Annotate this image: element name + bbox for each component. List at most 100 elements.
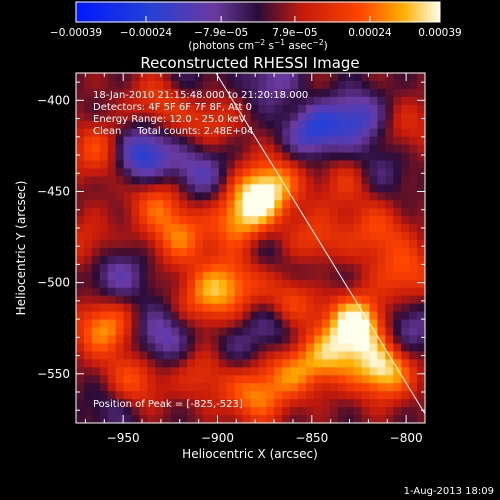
heatmap-cell [266,184,275,193]
heatmap-cell [409,136,418,146]
heatmap-cell [313,295,323,305]
y-axis-label: Heliocentric Y (arcsec) [14,181,28,316]
heatmap-cell [337,104,347,114]
heatmap-cell [274,136,283,146]
heatmap-cell [76,232,85,241]
heatmap-cell [306,415,315,423]
heatmap-cell [401,415,410,423]
heatmap-cell [258,184,267,193]
heatmap-cell [329,311,339,321]
heatmap-cell [321,152,331,162]
heatmap-cell [242,327,252,337]
heatmap-cell [194,351,204,360]
heatmap-cell [377,112,386,122]
heatmap-cell [234,311,244,321]
heatmap-cell [377,383,386,392]
heatmap-cell [298,88,307,98]
heatmap-cell [409,168,418,177]
heatmap-cell [76,144,85,154]
heatmap-cell [306,104,315,114]
heatmap-cell [242,367,252,376]
heatmap-cell [306,319,315,329]
heatmap-cell [107,73,117,82]
heatmap-cell [139,335,148,345]
heatmap-cell [242,248,252,257]
heatmap-cell [290,232,299,241]
heatmap-cell [258,224,267,233]
heatmap-cell [226,73,236,82]
heatmap-cell [385,311,394,321]
heatmap-cell [171,383,180,392]
heatmap-cell [210,160,220,170]
heatmap-cell [234,359,244,368]
heatmap-cell [226,391,236,400]
heatmap-cell [99,120,109,130]
heatmap-cell [313,73,323,82]
heatmap-cell [139,319,148,329]
heatmap-cell [258,104,267,114]
heatmap-cell [361,407,371,416]
heatmap-cell [329,295,339,305]
heatmap-cell [321,255,331,265]
heatmap-cell [377,263,386,273]
heatmap-cell [226,160,236,170]
heatmap-cell [361,152,371,162]
heatmap-cell [123,343,133,352]
heatmap-cell [290,359,299,368]
heatmap-cell [163,263,172,273]
heatmap-cell [337,152,347,162]
heatmap-cell [290,96,299,106]
heatmap-cell [76,407,85,416]
heatmap-cell [210,208,220,217]
heatmap-cell [313,351,323,360]
heatmap-cell [274,287,283,297]
heatmap-cell [306,232,315,241]
heatmap-cell [250,152,260,162]
heatmap-cell [107,96,117,106]
heatmap-cell [250,311,260,321]
heatmap-cell [107,367,117,376]
heatmap-cell [218,112,228,122]
heatmap-cell [226,152,236,162]
heatmap-cell [298,255,307,265]
heatmap-cell [242,120,252,130]
heatmap-cell [290,255,299,265]
heatmap-cell [361,112,371,122]
heatmap-cell [115,73,125,82]
heatmap-cell [353,327,363,337]
heatmap-cell [99,184,109,193]
heatmap-cell [321,96,331,106]
heatmap-cell [337,255,347,265]
heatmap-cell [131,128,141,138]
heatmap-cell [171,327,180,337]
heatmap-cell [369,152,379,162]
heatmap-cell [131,112,141,122]
heatmap-cell [76,184,85,193]
heatmap-cell [409,96,418,106]
heatmap-cell [187,232,196,241]
heatmap-cell [242,295,252,305]
heatmap-cell [107,359,117,368]
heatmap-cell [417,295,425,305]
heatmap-cell [171,335,180,345]
heatmap-cell [282,359,291,368]
heatmap-cell [226,176,236,185]
heatmap-cell [361,176,371,185]
heatmap-cell [242,128,252,138]
heatmap-cell [234,160,244,170]
heatmap-cell [321,359,331,368]
heatmap-cell [298,73,307,82]
heatmap-cell [274,327,283,337]
heatmap-cell [282,279,291,289]
heatmap-cell [76,335,85,345]
heatmap-cell [401,160,410,170]
heatmap-cell [163,415,172,423]
heatmap-cell [393,224,402,233]
heatmap-cell [401,88,410,98]
heatmap-cell [385,271,394,281]
heatmap-cell [123,88,133,98]
heatmap-cell [409,104,418,114]
heatmap-cell [274,152,283,162]
heatmap-cell [218,240,228,249]
peak-position-label: Position of Peak = [-825,-523] [93,399,243,410]
